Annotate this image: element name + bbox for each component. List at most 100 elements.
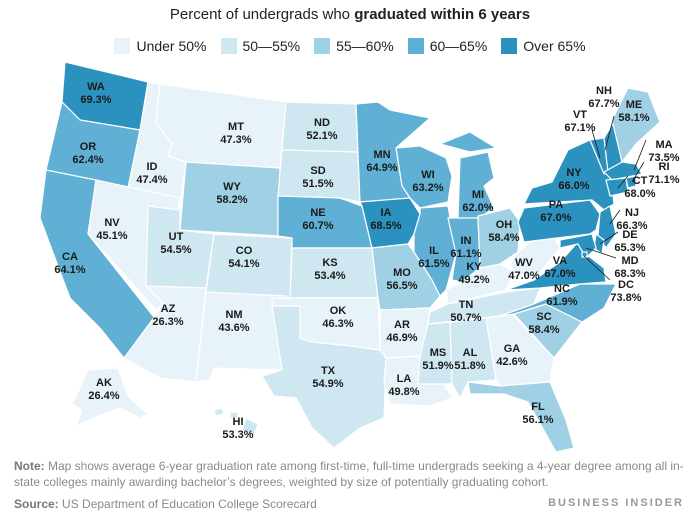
state-value: 49.8%: [388, 386, 419, 398]
label-DC: DC 73.8%: [610, 279, 641, 304]
state-code: AL: [463, 347, 478, 359]
label-PA: PA 67.0%: [540, 199, 571, 224]
state-value: 68.0%: [624, 188, 655, 200]
state-AK: [71, 367, 149, 427]
legend-item-over-65: Over 65%: [501, 38, 586, 54]
state-value: 51.5%: [302, 178, 333, 190]
state-value: 52.1%: [306, 130, 337, 142]
label-CO: CO 54.1%: [228, 245, 259, 270]
state-code: HI: [233, 416, 244, 428]
state-value: 58.1%: [618, 112, 649, 124]
state-code: IA: [381, 207, 392, 219]
state-code: KY: [466, 261, 482, 273]
state-code: PA: [549, 199, 564, 211]
state-value: 53.4%: [314, 270, 345, 282]
state-code: AZ: [161, 303, 176, 315]
state-code: VA: [553, 255, 568, 267]
label-AL: AL 51.8%: [454, 347, 485, 372]
label-VT: VT 67.1%: [564, 109, 595, 134]
state-value: 60.7%: [302, 220, 333, 232]
legend-label: Over 65%: [523, 38, 586, 54]
state-IA: [359, 197, 421, 249]
state-value: 47.3%: [220, 134, 251, 146]
label-OH: OH 58.4%: [488, 219, 519, 244]
state-code: OH: [496, 219, 513, 231]
state-NM: [195, 291, 287, 383]
state-code: OR: [80, 141, 97, 153]
state-value: 63.2%: [412, 182, 443, 194]
state-HI: [213, 407, 259, 437]
state-value: 67.7%: [588, 98, 619, 110]
label-NC: NC 61.9%: [546, 283, 577, 308]
brand-logo: BUSINESS INSIDER: [548, 497, 684, 509]
legend-item-under-50: Under 50%: [114, 38, 207, 54]
state-value: 69.3%: [80, 94, 111, 106]
state-code: MO: [393, 267, 411, 279]
state-value: 62.0%: [462, 202, 493, 214]
state-code: ME: [626, 99, 643, 111]
state-code: NC: [554, 283, 570, 295]
state-value: 50.7%: [450, 312, 481, 324]
label-MS: MS 51.9%: [422, 347, 453, 372]
state-value: 61.5%: [418, 258, 449, 270]
label-NM: NM 43.6%: [218, 309, 249, 334]
state-NJ: [597, 205, 617, 249]
label-TN: TN 50.7%: [450, 299, 481, 324]
label-FL: FL 56.1%: [522, 401, 553, 426]
state-code: NH: [596, 85, 612, 97]
state-value: 51.9%: [422, 360, 453, 372]
label-KY: KY 49.2%: [458, 261, 489, 286]
note-text: Map shows average 6-year graduation rate…: [14, 459, 684, 489]
state-value: 58.4%: [488, 232, 519, 244]
label-MA: MA 73.5%: [648, 139, 679, 164]
label-WY: WY 58.2%: [216, 181, 247, 206]
label-MN: MN 64.9%: [366, 149, 397, 174]
label-VA: VA 67.0%: [544, 255, 575, 280]
leader-lines: [583, 115, 647, 281]
state-value: 66.3%: [616, 220, 647, 232]
state-code: AR: [394, 319, 410, 331]
label-KS: KS 53.4%: [314, 257, 345, 282]
legend-swatch: [407, 38, 424, 54]
label-NE: NE 60.7%: [302, 207, 333, 232]
state-labels: WA 69.3% OR 62.4% CA 64.1% ID 47.4% NV 45.1% …: [54, 81, 679, 441]
note-label: Note:: [14, 459, 45, 473]
state-code: FL: [531, 401, 545, 413]
legend-swatch: [314, 38, 331, 54]
state-value: 61.9%: [546, 296, 577, 308]
state-value: 73.5%: [648, 152, 679, 164]
label-LA: LA 49.8%: [388, 373, 419, 398]
state-value: 46.3%: [322, 318, 353, 330]
state-value: 42.6%: [496, 356, 527, 368]
legend-label: 60—65%: [429, 38, 488, 54]
label-MT: MT 47.3%: [220, 121, 251, 146]
state-value: 68.3%: [614, 268, 645, 280]
state-code: IL: [429, 245, 439, 257]
legend-swatch: [501, 38, 518, 54]
state-code: WY: [223, 181, 241, 193]
state-code: MS: [430, 347, 447, 359]
state-value: 64.1%: [54, 264, 85, 276]
state-code: SD: [310, 165, 325, 177]
state-value: 54.1%: [228, 258, 259, 270]
state-VA: [505, 241, 607, 291]
state-SD: [277, 149, 361, 203]
label-IA: IA 68.5%: [370, 207, 401, 232]
state-value: 53.3%: [222, 429, 253, 441]
state-code: ND: [314, 117, 330, 129]
state-code: WV: [515, 257, 533, 269]
label-WV: WV 47.0%: [508, 257, 539, 282]
label-ID: ID 47.4%: [136, 161, 167, 186]
state-value: 43.6%: [218, 322, 249, 334]
label-DE: DE 65.3%: [614, 229, 645, 254]
label-MI: MI 62.0%: [462, 189, 493, 214]
source-label: Source:: [14, 497, 59, 511]
state-value: 47.4%: [136, 174, 167, 186]
label-AK: AK 26.4%: [88, 377, 119, 402]
label-NV: NV 45.1%: [96, 217, 127, 242]
state-code: DE: [622, 229, 637, 241]
state-code: MI: [472, 189, 484, 201]
label-OK: OK 46.3%: [322, 305, 353, 330]
label-AZ: AZ 26.3%: [152, 303, 183, 328]
state-value: 49.2%: [458, 274, 489, 286]
